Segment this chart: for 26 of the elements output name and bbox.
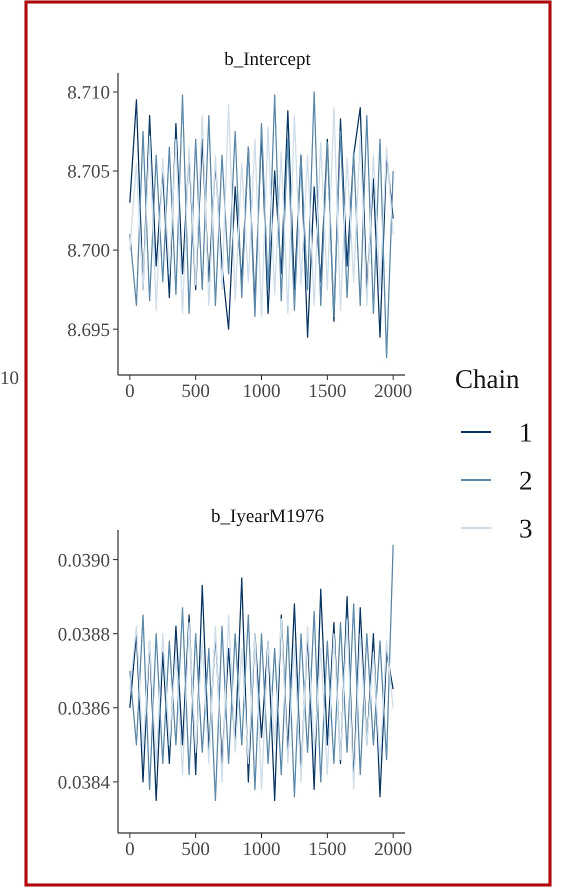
x-tick-label: 0 bbox=[125, 381, 135, 402]
x-tick-label: 2000 bbox=[374, 381, 412, 402]
y-tick-label: 0.0386 bbox=[58, 698, 110, 720]
y-tick-label: 8.710 bbox=[67, 82, 110, 104]
y-tick-label: 8.700 bbox=[67, 240, 110, 262]
text: 10 bbox=[0, 368, 19, 389]
x-tick-label: 1500 bbox=[308, 381, 346, 402]
legend-label: 2 bbox=[519, 465, 532, 496]
x-tick-label: 500 bbox=[181, 381, 210, 402]
legend-label: 1 bbox=[519, 417, 532, 448]
y-tick-label: 0.0388 bbox=[58, 624, 110, 646]
x-tick-label: 0 bbox=[125, 839, 135, 860]
x-tick-label: 1500 bbox=[308, 839, 346, 860]
x-tick-label: 500 bbox=[181, 839, 210, 860]
x-tick-label: 1000 bbox=[242, 381, 280, 402]
y-tick-label: 0.0384 bbox=[58, 772, 110, 794]
chart-title: b_Intercept bbox=[224, 49, 312, 70]
y-tick-label: 8.705 bbox=[67, 162, 110, 183]
x-tick-label: 1000 bbox=[242, 839, 280, 860]
line-series bbox=[129, 614, 394, 790]
y-tick-label: 0.0390 bbox=[58, 550, 110, 572]
legend-title: Chain bbox=[455, 364, 520, 394]
legend-label: 3 bbox=[519, 513, 532, 544]
chart-title: b_IyearM1976 bbox=[211, 506, 324, 527]
x-tick-label: 2000 bbox=[374, 839, 412, 860]
y-tick-label: 8.695 bbox=[67, 320, 110, 341]
